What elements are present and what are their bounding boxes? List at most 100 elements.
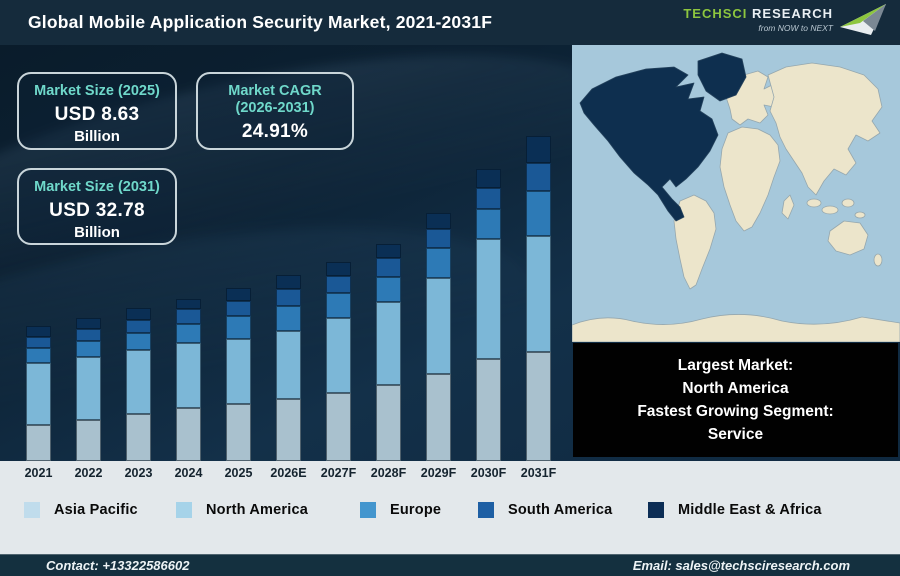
bar-2024 bbox=[176, 299, 201, 461]
stat-box-market-size-2025: Market Size (2025) USD 8.63 Billion bbox=[17, 72, 177, 150]
stat-box-market-cagr: Market CAGR (2026-2031) 24.91% bbox=[196, 72, 354, 150]
logo-brand-research: Research bbox=[752, 6, 833, 21]
map-island bbox=[806, 198, 822, 208]
bar-segment bbox=[326, 262, 351, 276]
bar-segment bbox=[126, 350, 151, 414]
x-axis-label: 2028F bbox=[370, 466, 407, 480]
bar-2027F bbox=[326, 262, 351, 461]
bar-segment bbox=[426, 213, 451, 229]
largest-market-text-line: Fastest Growing Segment: bbox=[637, 403, 834, 420]
bar-2025 bbox=[226, 288, 251, 461]
legend-swatch-icon bbox=[24, 502, 40, 518]
bar-2021 bbox=[26, 326, 51, 461]
x-axis-label: 2023 bbox=[124, 466, 153, 480]
bar-2030F bbox=[476, 169, 501, 461]
bar-segment bbox=[176, 343, 201, 408]
bar-segment bbox=[526, 352, 551, 461]
bar-segment bbox=[176, 408, 201, 461]
bar-segment bbox=[376, 385, 401, 461]
bar-segment bbox=[526, 163, 551, 191]
largest-market-text-line: North America bbox=[682, 380, 789, 397]
bar-segment bbox=[426, 248, 451, 278]
map-island bbox=[854, 211, 866, 219]
bar-2028F bbox=[376, 244, 401, 461]
bar-segment bbox=[226, 301, 251, 316]
legend-label: Europe bbox=[390, 502, 442, 518]
bar-segment bbox=[476, 169, 501, 188]
bar-segment bbox=[326, 318, 351, 393]
footer-bar: Contact: +13322586602 Email: sales@techs… bbox=[0, 554, 900, 576]
bar-segment bbox=[426, 374, 451, 461]
stacked-bar-chart bbox=[0, 45, 576, 461]
x-axis-label: 2022 bbox=[74, 466, 103, 480]
bar-segment bbox=[276, 306, 301, 331]
legend-label: Asia Pacific bbox=[54, 502, 138, 518]
x-axis-label: 2030F bbox=[470, 466, 507, 480]
bar-segment bbox=[476, 188, 501, 209]
stat-title: Market Size (2025) bbox=[34, 83, 160, 99]
map-asia bbox=[767, 62, 883, 196]
bar-2022 bbox=[76, 318, 101, 461]
bar-segment bbox=[426, 229, 451, 248]
legend-item: Europe bbox=[360, 502, 441, 518]
stat-value: USD 8.63 bbox=[54, 104, 140, 125]
bar-segment bbox=[76, 420, 101, 461]
x-axis-label: 2031F bbox=[520, 466, 557, 480]
bar-segment bbox=[376, 244, 401, 258]
legend-item: Middle East & Africa bbox=[648, 502, 822, 518]
map-africa bbox=[719, 126, 781, 232]
logo-text: TechSci Research from NOW to NEXT bbox=[683, 6, 833, 34]
bar-segment bbox=[326, 276, 351, 293]
x-axis-label: 2027F bbox=[320, 466, 357, 480]
bar-segment bbox=[76, 318, 101, 329]
x-axis-label: 2025 bbox=[224, 466, 253, 480]
bar-segment bbox=[226, 404, 251, 461]
map-north-america-highlight bbox=[579, 66, 719, 222]
x-axis-label: 2021 bbox=[24, 466, 53, 480]
bar-segment bbox=[26, 425, 51, 461]
map-island bbox=[841, 198, 855, 208]
bar-segment bbox=[326, 393, 351, 461]
stat-title: Market CAGR (2026-2031) bbox=[228, 83, 322, 116]
legend-swatch-icon bbox=[360, 502, 376, 518]
bar-segment bbox=[126, 320, 151, 333]
bar-segment bbox=[126, 308, 151, 320]
bar-segment bbox=[476, 359, 501, 461]
map-greenland-highlight bbox=[697, 52, 747, 102]
title-bar: Global Mobile Application Security Marke… bbox=[0, 0, 900, 45]
email-info: Email: sales@techsciresearch.com bbox=[632, 558, 850, 573]
bar-segment bbox=[276, 399, 301, 461]
legend-item: Asia Pacific bbox=[24, 502, 138, 518]
map-australia bbox=[827, 220, 869, 256]
bar-segment bbox=[76, 357, 101, 420]
bar-segment bbox=[476, 209, 501, 239]
bar-segment bbox=[376, 302, 401, 385]
stat-unit: Billion bbox=[74, 128, 120, 145]
legend-label: South America bbox=[508, 502, 613, 518]
bar-segment bbox=[276, 289, 301, 306]
bar-segment bbox=[26, 363, 51, 425]
bar-segment bbox=[26, 326, 51, 337]
map-south-america bbox=[673, 194, 717, 290]
stat-title: Market Size (2031) bbox=[34, 179, 160, 195]
bar-segment bbox=[426, 278, 451, 374]
largest-market-text-line: Service bbox=[707, 426, 764, 443]
bar-segment bbox=[176, 309, 201, 324]
legend-swatch-icon bbox=[478, 502, 494, 518]
bar-segment bbox=[326, 293, 351, 318]
bar-segment bbox=[226, 288, 251, 301]
bar-segment bbox=[276, 331, 301, 399]
legend-label: North America bbox=[206, 502, 308, 518]
contact-info: Contact: +13322586602 bbox=[46, 558, 190, 573]
legend-label: Middle East & Africa bbox=[678, 502, 822, 518]
bar-segment bbox=[376, 277, 401, 302]
bar-segment bbox=[276, 275, 301, 289]
x-axis-label: 2029F bbox=[420, 466, 457, 480]
stat-value: USD 32.78 bbox=[49, 200, 145, 221]
world-map bbox=[572, 45, 900, 342]
bar-segment bbox=[176, 299, 201, 309]
chart-legend: Asia Pacific North America Europe South Ame… bbox=[0, 502, 900, 526]
bar-segment bbox=[526, 136, 551, 163]
bar-segment bbox=[226, 339, 251, 404]
